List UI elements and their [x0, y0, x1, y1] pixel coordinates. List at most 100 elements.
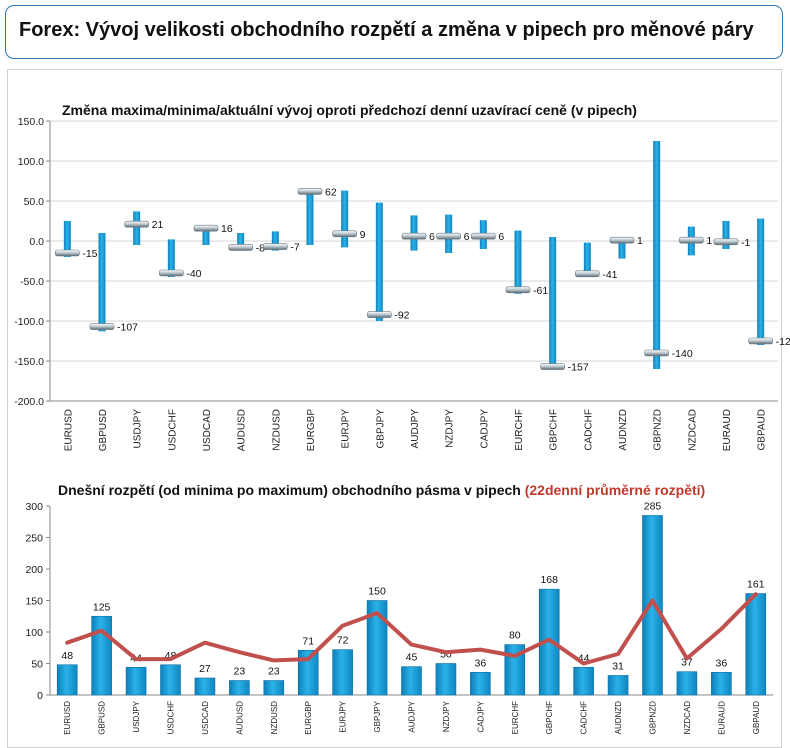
chart2-bar — [332, 649, 353, 696]
chart1-category-label: AUDUSD — [237, 409, 248, 451]
chart2-ytick-label: 200 — [25, 564, 43, 576]
chart1-data-label: 6 — [464, 231, 470, 243]
chart1-current-marker — [644, 349, 669, 357]
header-box: Forex: Vývoj velikosti obchodního rozpět… — [5, 5, 783, 59]
chart1-data-label: 1 — [706, 235, 712, 247]
chart2-bar — [56, 664, 78, 696]
chart1-range-bar — [63, 221, 71, 257]
chart2-data-label: 27 — [199, 663, 211, 675]
chart1-current-marker — [228, 244, 253, 251]
chart1-category-label: NZDJPY — [445, 409, 456, 448]
chart1-range-bar — [98, 233, 106, 332]
chart1-current-marker — [679, 236, 704, 244]
chart2-category-label: AUDUSD — [235, 701, 244, 735]
chart2-bar — [263, 680, 285, 696]
chart2-title: Dnešní rozpětí (od minima po maximum) ob… — [58, 482, 705, 498]
range-chart: 150.0 100.0 50.0 0.0 -50.0 -100.0 -150.0 -200.0… — [14, 116, 790, 451]
chart1-ytick-label: -100.0 — [14, 316, 44, 328]
chart2-ytick-label: 100 — [25, 627, 43, 639]
chart2-category-label: GBPCHF — [545, 701, 554, 734]
chart1-data-label: -92 — [394, 310, 409, 322]
chart1-data-label: -41 — [602, 269, 617, 281]
spread-bar-chart: 300 250 200 150 100 50 0 48 EURUSD 125 GBPUSD 44 USD… — [25, 500, 773, 735]
chart2-data-label: 37 — [681, 657, 693, 669]
chart1-data-label: -125 — [776, 336, 790, 348]
chart1-category-label: AUDNZD — [618, 409, 629, 451]
chart1-range-bar — [583, 242, 591, 277]
chart1-current-marker — [436, 232, 461, 240]
chart2-data-label: 71 — [302, 635, 314, 647]
chart2-data-label: 31 — [612, 660, 624, 672]
chart1-category-label: USDCHF — [167, 409, 178, 451]
chart2-data-label: 161 — [747, 579, 765, 591]
page-title: Forex: Vývoj velikosti obchodního rozpět… — [19, 19, 754, 41]
chart1-current-marker — [332, 230, 357, 238]
chart1-data-label: 16 — [221, 223, 233, 235]
chart1-current-marker — [159, 269, 184, 277]
chart1-category-label: GBPNZD — [653, 409, 664, 451]
chart2-bar — [401, 666, 422, 696]
chart2-category-label: GBPNZD — [649, 701, 658, 735]
chart1-current-marker — [297, 188, 323, 195]
chart1-current-marker — [748, 337, 773, 345]
chart2-data-label: 125 — [93, 601, 111, 613]
chart1-current-marker — [193, 224, 219, 232]
chart1-ytick-label: -50.0 — [20, 276, 44, 288]
chart2-category-label: GBPJPY — [373, 700, 382, 732]
chart1-category-label: EURCHF — [514, 409, 525, 451]
chart1-current-marker — [367, 311, 392, 318]
chart2-data-label: 168 — [540, 574, 558, 586]
chart2-ytick-label: 50 — [31, 659, 43, 671]
chart2-data-label: 80 — [509, 630, 521, 642]
chart2-category-label: EURJPY — [339, 700, 348, 732]
chart1-data-label: 21 — [152, 219, 164, 231]
chart1-current-marker — [609, 236, 635, 244]
chart2-ytick-label: 250 — [25, 533, 43, 545]
chart2-data-label: 150 — [368, 586, 386, 598]
chart2-category-label: USDJPY — [132, 700, 141, 732]
chart1-category-label: USDCAD — [202, 409, 213, 451]
chart1-data-label: -61 — [533, 285, 548, 297]
chart2-average-line — [65, 592, 758, 666]
chart1-category-label: EURUSD — [63, 409, 74, 451]
chart2-category-label: NZDJPY — [442, 700, 451, 732]
chart1-current-marker — [713, 238, 739, 246]
chart2-category-label: NZDCAD — [683, 701, 692, 735]
chart2-ytick-label: 300 — [25, 501, 43, 513]
chart1-category-label: GBPJPY — [375, 409, 386, 449]
chart1-category-label: USDJPY — [133, 409, 144, 449]
chart2-data-label: 23 — [234, 666, 246, 678]
chart2-category-label: NZDUSD — [270, 701, 279, 735]
chart1-category-label: GBPCHF — [549, 409, 560, 451]
chart2-category-label: EURCHF — [511, 701, 520, 734]
chart2-data-label: 45 — [406, 652, 418, 664]
chart1-current-marker — [263, 243, 288, 250]
chart2-category-label: CADCHF — [580, 701, 589, 734]
chart2-data-label: 72 — [337, 635, 349, 647]
chart2-data-label: 36 — [716, 657, 728, 669]
chart2-title-suffix: (22denní průměrné rozpětí) — [525, 482, 705, 498]
chart1-range-bar — [341, 190, 349, 248]
chart1-data-label: -107 — [117, 322, 138, 334]
chart1-category-label: GBPAUD — [757, 409, 768, 451]
chart2-bar — [229, 680, 250, 696]
chart2-bar — [676, 671, 698, 696]
chart1-current-marker — [505, 286, 531, 294]
chart2-category-label: EURUSD — [63, 701, 72, 735]
chart2-bar — [504, 644, 526, 696]
chart2-title-main: Dnešní rozpětí (od minima po maximum) ob… — [58, 482, 521, 498]
chart1-data-label: -140 — [672, 348, 693, 360]
chart2-bar — [538, 588, 560, 696]
chart2-bar — [125, 666, 147, 696]
chart2-data-label: 50 — [440, 649, 452, 661]
chart1-category-label: EURAUD — [722, 409, 733, 451]
chart1-data-label: -1 — [741, 237, 750, 249]
chart2-bar — [297, 649, 319, 696]
chart1-range-bar — [202, 225, 210, 245]
chart1-category-label: EURGBP — [306, 409, 317, 452]
chart1-range-bar — [757, 218, 765, 345]
chart1-title: Změna maxima/minima/aktuální vývoj oprot… — [62, 102, 637, 118]
chart1-ytick-label: 150.0 — [18, 116, 44, 128]
chart1-current-marker — [575, 270, 600, 278]
